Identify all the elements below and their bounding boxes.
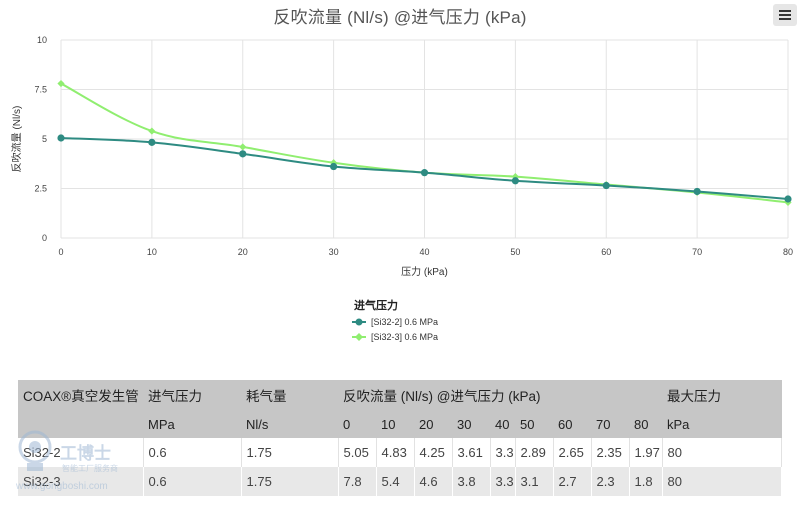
data-point <box>330 162 338 171</box>
unit-inlet: MPa <box>143 410 241 438</box>
row-value: 4.25 <box>414 438 453 467</box>
row-value: 3.3 <box>490 438 516 467</box>
pressure-header: 0 <box>338 410 376 438</box>
y-tick-label: 7.5 <box>34 85 47 95</box>
row-value: 2.3 <box>591 467 630 496</box>
row-air: 1.75 <box>241 467 339 496</box>
row-name: Si32-3 <box>18 467 144 496</box>
y-axis-title: 反吹流量 (Nl/s) <box>10 106 23 173</box>
row-value: 7.8 <box>338 467 377 496</box>
unit-max: kPa <box>662 410 782 438</box>
row-value: 2.7 <box>553 467 592 496</box>
y-tick-label: 5 <box>42 134 47 144</box>
table-row: Si32-3 0.6 1.75 7.8 5.4 4.6 3.8 3.3 3.1 … <box>18 467 782 496</box>
row-value: 1.97 <box>629 438 663 467</box>
header-inlet-pressure: 进气压力 <box>143 380 241 410</box>
table-unit-row: MPa Nl/s 0 10 20 30 40 50 60 70 80 kPa <box>18 410 782 438</box>
row-air: 1.75 <box>241 438 339 467</box>
pressure-header: 60 <box>553 410 591 438</box>
row-value: 2.65 <box>553 438 592 467</box>
data-point <box>148 138 156 146</box>
row-value: 4.83 <box>376 438 415 467</box>
data-point <box>57 134 65 142</box>
x-tick-label: 0 <box>58 247 63 257</box>
row-value: 4.6 <box>414 467 453 496</box>
row-max: 80 <box>662 438 782 467</box>
unit-cell <box>18 410 143 438</box>
row-name: Si32-2 <box>18 438 144 467</box>
line-chart: 0 2.5 5 7.5 10 0 10 20 30 40 50 60 70 80 压力 (kPa) 反吹流量 … <box>10 35 793 342</box>
row-value: 2.89 <box>515 438 554 467</box>
unit-air: Nl/s <box>241 410 338 438</box>
table-row: Si32-2 0.6 1.75 5.05 4.83 4.25 3.61 3.3 … <box>18 438 782 467</box>
header-product: COAX®真空发生管 <box>18 380 143 410</box>
header-blowoff: 反吹流量 (Nl/s) @进气压力 (kPa) <box>338 380 662 410</box>
header-max-pressure: 最大压力 <box>662 380 782 410</box>
row-value: 3.3 <box>490 467 516 496</box>
row-value: 5.05 <box>338 438 377 467</box>
x-tick-label: 70 <box>692 247 702 257</box>
row-value: 2.35 <box>591 438 630 467</box>
y-tick-label: 2.5 <box>34 184 47 194</box>
row-value: 3.61 <box>452 438 491 467</box>
y-tick-label: 10 <box>37 35 47 45</box>
pressure-header: 50 <box>515 410 553 438</box>
data-point <box>602 181 610 190</box>
data-point <box>511 177 519 185</box>
pressure-header: 40 <box>490 410 515 438</box>
x-tick-label: 80 <box>783 247 793 257</box>
pressure-header: 10 <box>376 410 414 438</box>
row-inlet: 0.6 <box>143 467 242 496</box>
row-value: 3.8 <box>452 467 491 496</box>
y-tick-label: 0 <box>42 233 47 243</box>
x-tick-label: 40 <box>419 247 429 257</box>
hamburger-menu-icon[interactable] <box>773 4 797 26</box>
pressure-header: 20 <box>414 410 452 438</box>
data-point <box>239 150 247 158</box>
legend-marker <box>355 318 363 326</box>
legend-label: [Si32-3] 0.6 MPa <box>371 332 438 342</box>
x-tick-label: 30 <box>329 247 339 257</box>
x-tick-label: 10 <box>147 247 157 257</box>
data-point <box>784 195 792 203</box>
x-tick-label: 20 <box>238 247 248 257</box>
data-point <box>693 187 701 196</box>
legend-title: 进气压力 <box>354 298 398 312</box>
data-point <box>239 143 247 151</box>
row-value: 5.4 <box>376 467 415 496</box>
row-inlet: 0.6 <box>143 438 242 467</box>
row-max: 80 <box>662 467 782 496</box>
legend-marker <box>355 333 363 341</box>
data-point <box>57 79 65 88</box>
header-air-consumption: 耗气量 <box>241 380 338 410</box>
pressure-header: 80 <box>629 410 662 438</box>
chart-title: 反吹流量 (Nl/s) @进气压力 (kPa) <box>273 8 527 27</box>
x-tick-label: 60 <box>601 247 611 257</box>
spec-table: COAX®真空发生管 进气压力 耗气量 反吹流量 (Nl/s) @进气压力 (k… <box>18 380 782 496</box>
x-axis-title: 压力 (kPa) <box>401 265 448 278</box>
legend-label: [Si32-2] 0.6 MPa <box>371 317 438 327</box>
pressure-header: 70 <box>591 410 629 438</box>
data-point <box>148 127 156 135</box>
row-value: 1.8 <box>629 467 663 496</box>
row-value: 3.1 <box>515 467 554 496</box>
pressure-header: 30 <box>452 410 490 438</box>
table-header-row: COAX®真空发生管 进气压力 耗气量 反吹流量 (Nl/s) @进气压力 (k… <box>18 380 782 410</box>
x-tick-label: 50 <box>510 247 520 257</box>
data-point <box>420 169 429 177</box>
